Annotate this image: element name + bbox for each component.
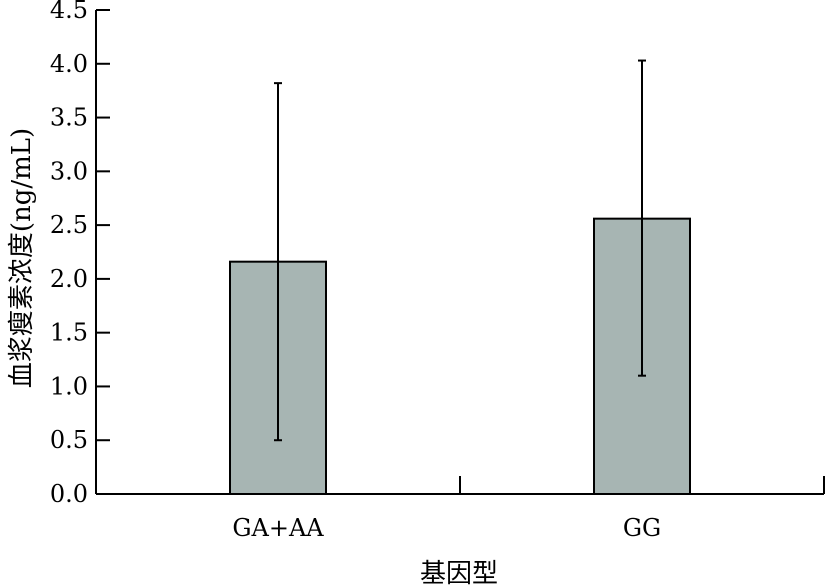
y-tick-label: 2.0	[50, 265, 88, 293]
y-tick-label: 4.5	[50, 0, 88, 24]
x-category-label: GG	[623, 514, 661, 542]
y-tick-label: 0.5	[50, 426, 88, 454]
y-tick-label: 1.0	[50, 372, 88, 400]
x-axis-title: 基因型	[420, 559, 498, 587]
bars	[229, 217, 691, 495]
y-tick-label: 3.5	[50, 104, 88, 132]
y-tick-label: 4.0	[50, 50, 88, 78]
error-bars	[274, 59, 646, 442]
y-tick-label: 1.5	[50, 319, 88, 347]
y-axis-title: 血浆瘦素浓度(ng/mL)	[7, 128, 37, 388]
x-axis: GA+AA GG	[96, 476, 825, 542]
y-tick-label: 0.0	[50, 480, 88, 508]
x-category-label: GA+AA	[232, 514, 324, 542]
y-tick-label: 2.5	[50, 211, 88, 239]
y-tick-label: 3.0	[50, 157, 88, 185]
y-axis: 0.0 0.5 1.0 1.5 2.0 2.5 3.0 3.5 4.0 4.5	[50, 0, 110, 508]
